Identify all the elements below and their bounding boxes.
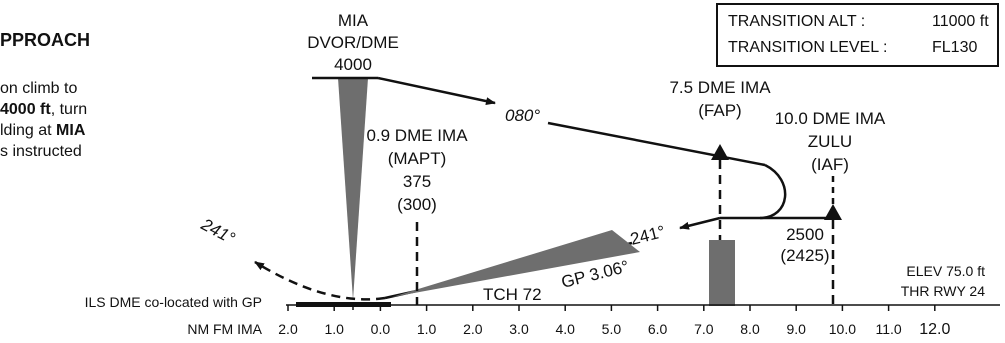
navaid-name: MIA <box>338 11 369 30</box>
scale-tick-label: 1.0 <box>417 321 437 337</box>
outbound-track <box>547 121 766 167</box>
transition-alt-label: TRANSITION ALT : <box>728 13 866 30</box>
mapt-name: 0.9 DME IMA <box>366 126 468 145</box>
distance-scale: 2.0 1.0 0.0 1.0 2.0 3.0 4.0 5.0 6.0 7.0 8.0 9.0 10.0… <box>278 305 950 338</box>
scale-tick-label: 2.0 <box>278 321 298 337</box>
instruction-altitude: 4000 ft <box>0 101 51 118</box>
outbound-course-label: 080° <box>505 106 540 125</box>
instruction-line-3: lding at MIA <box>0 120 87 141</box>
fap-fix-icon <box>711 144 729 160</box>
mapt-height: (300) <box>397 195 437 214</box>
scale-tick-label: 1.0 <box>324 321 344 337</box>
tch-label: TCH 72 <box>483 285 542 304</box>
fap-name: 7.5 DME IMA <box>669 78 771 97</box>
scale-tick-label: 6.0 <box>648 321 668 337</box>
instruction-line-4: s instructed <box>0 143 82 160</box>
instruction-line-1: on climb to <box>0 80 78 97</box>
navaid-altitude: 4000 <box>334 55 372 74</box>
instruction-line-2: 4000 ft, turn <box>0 99 87 120</box>
elev-label: ELEV 75.0 ft <box>906 263 985 279</box>
iaf-altitude: 2500 <box>786 225 824 244</box>
iaf-name: 10.0 DME IMA <box>775 109 886 128</box>
scale-tick-label: 7.0 <box>694 321 714 337</box>
outbound-arrow <box>377 76 496 106</box>
iaf-fix: ZULU <box>808 132 852 151</box>
glidepath-wedge <box>392 230 640 297</box>
fap-label: (FAP) <box>698 101 741 120</box>
thr-label: THR RWY 24 <box>901 283 985 299</box>
scale-tick-label: 5.0 <box>602 321 622 337</box>
scale-tick-label: 0.0 <box>371 321 391 337</box>
instruction-turn: , turn <box>50 101 88 118</box>
scale-tick-label: 10.0 <box>829 321 856 337</box>
navaid-type: DVOR/DME <box>307 33 399 52</box>
scale-tick-label: 12.0 <box>919 321 950 338</box>
fap-altitude-block <box>709 240 735 306</box>
procedure-title: PPROACH <box>0 30 91 50</box>
missed-approach-instructions: on climb to 4000 ft, turn lding at MIA s… <box>0 78 87 162</box>
procedure-turn <box>720 163 787 220</box>
transition-alt-value: 11000 ft <box>932 13 989 30</box>
inbound-course-label: 241° <box>628 222 667 249</box>
iaf-label: (IAF) <box>811 155 849 174</box>
missed-course-label: 241° <box>197 214 238 248</box>
scale-tick-label: 3.0 <box>509 321 529 337</box>
transition-box: TRANSITION ALT : 11000 ft TRANSITION LEV… <box>716 3 999 67</box>
dme-note: ILS DME co-located with GP <box>85 294 262 310</box>
transition-level-label: TRANSITION LEVEL : <box>728 39 888 56</box>
mapt-label: (MAPT) <box>388 149 447 168</box>
scale-tick-label: 11.0 <box>875 321 901 337</box>
missed-approach-path <box>254 260 386 301</box>
mapt-altitude: 375 <box>403 172 431 191</box>
scale-label: NM FM IMA <box>187 321 262 337</box>
scale-tick-label: 8.0 <box>740 321 760 337</box>
scale-tick-label: 2.0 <box>463 321 483 337</box>
transition-level-value: FL130 <box>932 39 978 56</box>
runway-bar <box>296 302 391 307</box>
scale-tick-label: 4.0 <box>555 321 575 337</box>
iaf-fix-icon <box>824 204 842 220</box>
instruction-fix: MIA <box>56 122 86 139</box>
inbound-arrow <box>679 216 721 230</box>
navaid-cone <box>338 78 368 300</box>
instruction-holding: lding at <box>0 122 57 139</box>
iaf-height: (2425) <box>780 246 829 265</box>
scale-tick-label: 9.0 <box>786 321 806 337</box>
